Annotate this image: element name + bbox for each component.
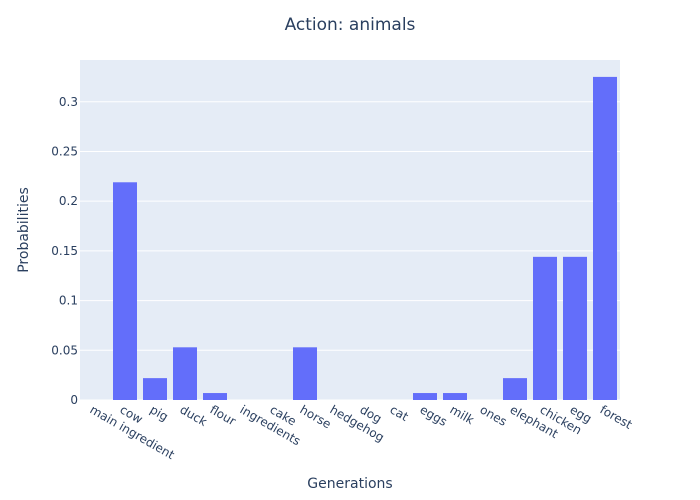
bar-duck[interactable] (173, 347, 197, 400)
y-tick-label: 0.3 (59, 95, 78, 109)
x-tick-label: flour (208, 402, 239, 428)
gridlines (80, 101, 620, 401)
x-tick-label: pig (148, 402, 171, 423)
bar-eggs[interactable] (413, 393, 437, 400)
y-axis-title: Probabilities (16, 187, 32, 273)
bar-cow[interactable] (113, 182, 137, 400)
bar-forest[interactable] (593, 76, 617, 401)
y-tick-label: 0.2 (59, 194, 78, 208)
bars (113, 76, 617, 401)
x-tick-label: duck (178, 402, 210, 429)
x-tick-label: eggs (418, 402, 450, 429)
y-tick-label: 0.05 (51, 343, 78, 357)
y-tick-label: 0.25 (51, 144, 78, 158)
bar-horse[interactable] (293, 347, 317, 400)
bar-egg[interactable] (563, 256, 587, 400)
x-axis-title: Generations (307, 476, 392, 492)
chart-title: Action: animals (285, 15, 416, 35)
y-tick-label: 0 (70, 393, 78, 407)
y-tick-label: 0.1 (59, 294, 78, 308)
bar-milk[interactable] (443, 393, 467, 400)
x-tick-label: ones (478, 402, 510, 428)
bar-pig[interactable] (143, 378, 167, 400)
y-axis-ticks: 0 0.05 0.1 0.15 0.2 0.25 0.3 (51, 95, 78, 407)
bar-chicken[interactable] (533, 256, 557, 400)
x-tick-label: horse (298, 402, 334, 431)
plot-area (80, 60, 620, 400)
x-tick-label: milk (448, 402, 477, 427)
bar-elephant[interactable] (503, 378, 527, 400)
x-tick-label: forest (598, 402, 635, 432)
bar-flour[interactable] (203, 393, 227, 400)
y-tick-label: 0.15 (51, 244, 78, 258)
x-tick-label: cat (388, 402, 411, 424)
